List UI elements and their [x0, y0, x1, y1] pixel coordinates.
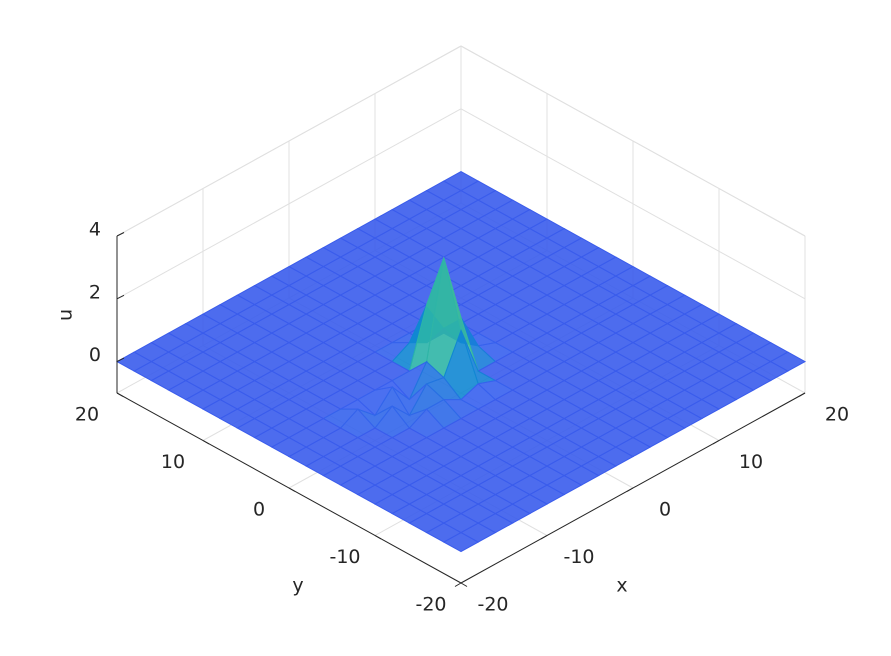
x-tick	[798, 392, 806, 397]
y-tick-label: 10	[161, 451, 185, 473]
y-tick	[202, 440, 210, 445]
y-tick-label: -20	[415, 594, 446, 616]
x-tick-label: 10	[739, 451, 763, 473]
z-tick	[116, 232, 125, 237]
y-tick	[288, 487, 296, 492]
z-tick-label: 4	[89, 219, 101, 241]
x-axis-label: x	[616, 575, 627, 597]
y-tick	[460, 582, 468, 587]
x-tick	[712, 440, 720, 445]
y-tick	[374, 535, 382, 540]
z-tick-label: 2	[89, 281, 101, 303]
x-tick	[540, 535, 548, 540]
x-tick-label: -10	[563, 546, 594, 568]
y-tick-label: 0	[253, 499, 265, 521]
grid-line	[116, 108, 462, 300]
box-edge	[116, 45, 462, 237]
x-tick	[626, 487, 634, 492]
z-tick-label: 0	[89, 344, 101, 366]
z-tick	[116, 357, 125, 363]
grid-line	[460, 108, 806, 300]
y-tick-label: 20	[75, 404, 99, 426]
box-edge	[460, 45, 806, 237]
x-tick-label: 20	[825, 404, 849, 426]
z-tick	[116, 294, 125, 300]
y-axis-label: y	[292, 575, 303, 597]
x-tick	[454, 582, 462, 587]
x-tick-label: -20	[477, 594, 508, 616]
z-axis-label: u	[55, 309, 77, 321]
y-tick-label: -10	[329, 546, 360, 568]
y-tick	[116, 392, 124, 397]
mesh-cell	[442, 532, 480, 553]
x-tick-label: 0	[659, 499, 671, 521]
